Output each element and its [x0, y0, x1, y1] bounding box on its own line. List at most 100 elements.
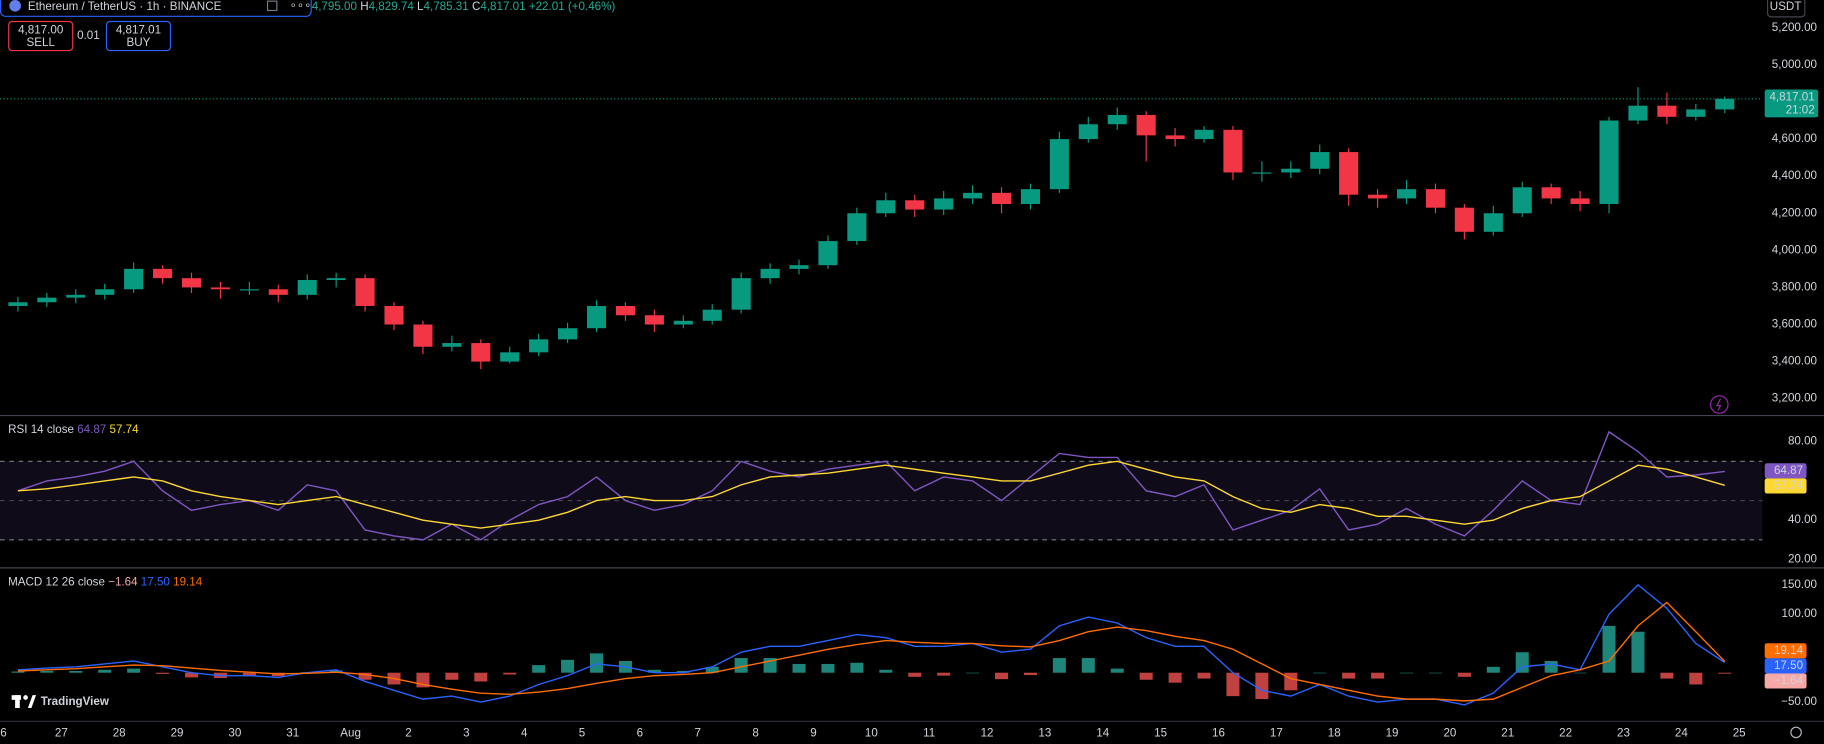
histogram-bar: [1168, 672, 1182, 683]
histogram-value: −1.64: [108, 575, 138, 588]
axis-badge: [1764, 643, 1807, 659]
x-tick-label: 29: [171, 727, 184, 740]
candle-body: [1020, 189, 1040, 204]
histogram-bar: [1139, 672, 1153, 680]
indicator-line: [17, 460, 1725, 529]
histogram-bar: [1284, 672, 1298, 691]
alert-icon[interactable]: [1710, 395, 1729, 414]
histogram-bar: [156, 672, 170, 674]
candle-body: [500, 352, 520, 362]
quote-key: H: [360, 0, 368, 13]
countdown: 21:02: [1786, 104, 1815, 117]
buy-button[interactable]: [105, 20, 171, 52]
histogram-bar: [474, 672, 488, 682]
axis-badge-label: −1.64: [1774, 674, 1804, 687]
x-tick-label: 4: [521, 727, 528, 740]
histogram-bar: [647, 669, 661, 673]
candle-body: [66, 294, 86, 298]
y-tick-label: 5,200.00: [1772, 21, 1817, 34]
candle-body: [1425, 189, 1445, 208]
settings-icon[interactable]: [1790, 726, 1802, 739]
histogram-bar: [995, 672, 1009, 680]
x-tick-label: 9: [810, 727, 816, 740]
y-tick-label: 3,200.00: [1772, 392, 1817, 405]
candle-body: [124, 268, 144, 290]
axis-badge-label: 17.50: [1774, 659, 1803, 672]
x-tick-label: 25: [1733, 727, 1746, 740]
x-tick-label: 23: [1617, 727, 1630, 740]
candle-body: [1078, 124, 1098, 140]
candle-body: [644, 315, 664, 325]
histogram-bar: [1197, 672, 1211, 679]
candle-body: [181, 278, 202, 288]
histogram-bar: [590, 653, 604, 673]
y-tick-label: 3,600.00: [1772, 318, 1817, 331]
candle-body: [8, 302, 28, 306]
candle-body: [1512, 187, 1532, 214]
quote-value: 4,817.01: [480, 0, 525, 13]
candle-body: [1368, 194, 1388, 199]
candle-body: [1165, 135, 1185, 140]
candle-body: [586, 305, 607, 329]
sell-label: SELL: [27, 36, 56, 49]
x-tick-label: 5: [579, 727, 585, 740]
signal-value: 19.14: [173, 575, 203, 588]
sell-price: 4,817.00: [18, 23, 63, 36]
axis-badge-label: 57.74: [1774, 479, 1804, 492]
icon[interactable]: [266, 0, 278, 12]
histogram-bar: [676, 670, 690, 673]
rsi-title: RSI 14 close: [8, 423, 74, 436]
candle-body: [673, 320, 693, 325]
x-tick-label: 14: [1096, 727, 1109, 740]
candle-body: [153, 268, 173, 279]
y-tick-label: 4,400.00: [1772, 169, 1817, 182]
indicator-line: [17, 601, 1726, 702]
y-tick-label: 4,200.00: [1772, 206, 1817, 219]
candle-body: [1483, 213, 1503, 232]
currency: USDT: [1770, 0, 1802, 13]
axis-badge-label: 64.87: [1774, 464, 1803, 477]
quote-value: 4,785.31: [424, 0, 469, 13]
logo: TradingView: [41, 695, 110, 708]
y-tick-label: 150.00: [1781, 578, 1817, 591]
candle-body: [1628, 105, 1648, 121]
histogram-bar: [127, 668, 141, 673]
histogram-bar: [1486, 666, 1500, 673]
y-tick-label: 4,600.00: [1772, 132, 1817, 145]
candle-body: [239, 289, 259, 291]
histogram-bar: [358, 672, 372, 680]
candle-body: [297, 280, 317, 295]
buy-label: BUY: [126, 36, 150, 49]
histogram-bar: [503, 672, 517, 675]
candle-body: [1049, 139, 1069, 190]
histogram-bar: [734, 658, 748, 673]
quote-key: C: [472, 0, 480, 13]
y-tick-label: 80.00: [1788, 435, 1817, 448]
histogram-bar: [879, 669, 893, 673]
sell-button[interactable]: [8, 20, 74, 52]
candle-body: [355, 278, 375, 306]
logo-mark: [23, 695, 28, 700]
histogram-bar: [1631, 631, 1645, 673]
candle-body: [1599, 120, 1619, 204]
y-tick-label: 3,400.00: [1772, 355, 1817, 368]
candle-body: [963, 192, 983, 199]
quote-change: +22.01 (+0.46%): [529, 0, 616, 13]
histogram-bar: [98, 669, 112, 673]
more-icon[interactable]: ∘∘∘: [290, 0, 312, 12]
symbol-box[interactable]: [0, 0, 312, 17]
y-tick-label: −50.00: [1781, 695, 1817, 708]
currency-box[interactable]: [1767, 0, 1806, 18]
histogram-bar: [185, 672, 199, 678]
histogram-bar: [561, 659, 575, 673]
candle-body: [471, 343, 491, 362]
histogram-bar: [1110, 668, 1124, 673]
candle-body: [905, 200, 925, 210]
price-badge-label: 4,817.01: [1769, 91, 1814, 104]
candle-body: [876, 200, 896, 214]
y-tick-label: 5,000.00: [1772, 58, 1817, 71]
